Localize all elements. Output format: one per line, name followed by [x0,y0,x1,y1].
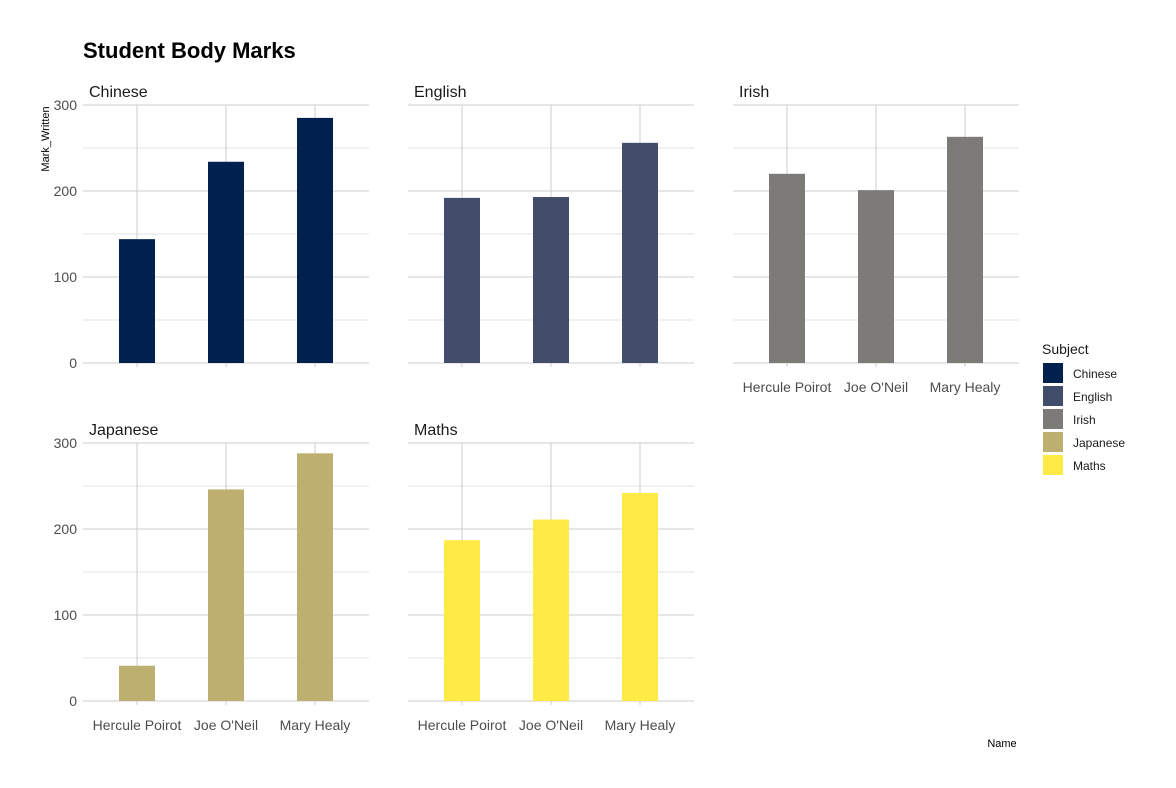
x-tick-label: Mary Healy [280,717,351,733]
facet-label-english: English [414,84,466,101]
legend-label-chinese: Chinese [1073,367,1117,381]
bar-irish-mary-healy [947,136,983,363]
bar-english-joe-o-neil [533,197,569,363]
y-tick-label: 0 [69,693,77,709]
bar-english-mary-healy [622,142,658,363]
y-tick-label: 0 [69,355,77,371]
bar-maths-hercule-poirot [444,540,480,701]
panel-chinese: Chinese 0 100 200 300 [54,84,369,371]
bar-english-hercule-poirot [444,197,480,363]
legend-label-english: English [1073,390,1112,404]
x-tick-label: Joe O'Neil [194,717,258,733]
legend-key-maths [1043,455,1063,475]
bar-maths-joe-o-neil [533,519,569,701]
bar-japanese-mary-healy [297,453,333,701]
facet-label-maths: Maths [414,422,458,439]
bar-japanese-joe-o-neil [208,489,244,701]
y-tick-label: 100 [54,607,78,623]
x-axis-title: Name [987,738,1016,750]
x-tick-label: Hercule Poirot [418,717,507,733]
x-tick-label: Joe O'Neil [519,717,583,733]
y-tick-label: 300 [54,435,78,451]
y-tick-label: 300 [54,97,78,113]
legend-key-chinese [1043,363,1063,383]
bar-irish-hercule-poirot [769,173,805,363]
legend-label-maths: Maths [1073,459,1106,473]
legend-title: Subject [1042,341,1089,357]
y-axis-title: Mark_Written [40,106,52,171]
bar-japanese-hercule-poirot [119,665,155,701]
legend-key-irish [1043,409,1063,429]
panel-japanese: Japanese 0 100 200 300 Hercule Poirot Joe O'Ne… [54,422,369,733]
legend-key-english [1043,386,1063,406]
facet-label-irish: Irish [739,84,769,101]
legend-label-japanese: Japanese [1073,436,1125,450]
bar-chinese-hercule-poirot [119,239,155,363]
y-tick-label: 100 [54,269,78,285]
x-tick-label: Mary Healy [930,379,1001,395]
y-tick-label: 200 [54,521,78,537]
panel-maths: Maths Hercule Poirot Joe O'Neil Mary Healy [408,422,694,733]
chart-title: Student Body Marks [83,38,296,63]
x-tick-label: Joe O'Neil [844,379,908,395]
facet-label-chinese: Chinese [89,84,148,101]
legend-label-irish: Irish [1073,413,1096,427]
bar-maths-mary-healy [622,492,658,701]
legend: Subject Chinese English Irish Japanese Maths [1042,341,1125,475]
x-tick-label: Hercule Poirot [743,379,832,395]
x-tick-label: Mary Healy [605,717,676,733]
x-tick-label: Hercule Poirot [93,717,182,733]
panel-irish: Irish Hercule Poirot Joe O'Neil Mary Healy [733,84,1019,395]
legend-key-japanese [1043,432,1063,452]
panel-english: English [408,84,694,367]
bar-chinese-joe-o-neil [208,161,244,363]
bar-irish-joe-o-neil [858,190,894,363]
y-tick-label: 200 [54,183,78,199]
bar-chinese-mary-healy [297,117,333,364]
facet-panels: Chinese 0 100 200 300 English Irish Hercule Poi… [54,84,1019,733]
facet-label-japanese: Japanese [89,422,158,439]
